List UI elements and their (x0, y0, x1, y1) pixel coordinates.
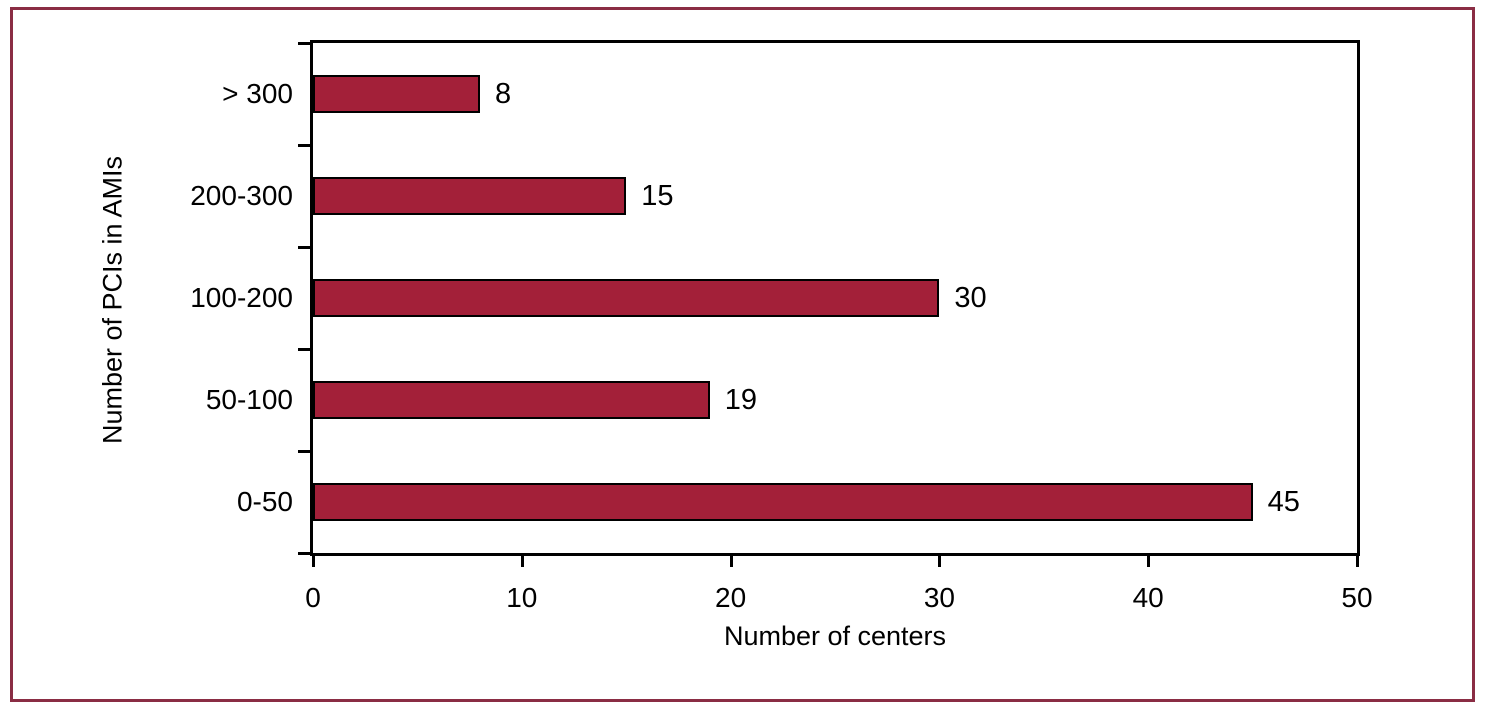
bar-value-label: 30 (954, 282, 987, 314)
x-axis-tick (729, 553, 733, 567)
y-axis-tick (298, 348, 313, 351)
x-axis-tick (1147, 553, 1151, 567)
category-label: > 300 (222, 78, 293, 109)
bar (313, 279, 940, 317)
x-axis-tick (1356, 553, 1359, 567)
bar-value-label: 45 (1267, 486, 1300, 518)
y-axis-tick (298, 450, 313, 453)
x-axis-tick (520, 553, 524, 567)
bar (313, 75, 481, 113)
category-label: 50-100 (205, 384, 293, 415)
bar-value-label: 19 (724, 384, 757, 416)
x-axis-tick (312, 553, 315, 567)
x-axis-tick-label: 30 (923, 582, 955, 613)
category-label: 0-50 (236, 486, 293, 517)
plot-area: 8 > 300 15 200-300 30 100-200 19 50-100 45 0-50 0 1… (190, 40, 1373, 613)
x-axis-tick (938, 553, 942, 567)
y-axis-title: Number of PCIs in AMIs (97, 155, 128, 445)
x-axis-tick-label: 20 (715, 582, 747, 613)
y-axis-tick (298, 552, 313, 555)
x-axis-tick-label: 10 (506, 582, 538, 613)
y-axis-tick (298, 144, 313, 147)
category-label: 200-300 (190, 180, 293, 211)
figure-frame (10, 7, 1475, 702)
bar (313, 483, 1253, 521)
bar (313, 381, 710, 419)
bar-value-label: 15 (641, 180, 674, 212)
x-axis-tick-label: 40 (1132, 582, 1164, 613)
bar-value-label: 8 (495, 78, 512, 110)
category-label: 100-200 (190, 282, 293, 313)
bar (313, 177, 627, 215)
y-axis-tick (298, 42, 313, 45)
x-axis-tick-label: 0 (305, 582, 321, 613)
x-axis-tick-label: 50 (1341, 582, 1373, 613)
y-axis-tick (298, 246, 313, 249)
x-axis-title: Number of centers (723, 621, 947, 651)
